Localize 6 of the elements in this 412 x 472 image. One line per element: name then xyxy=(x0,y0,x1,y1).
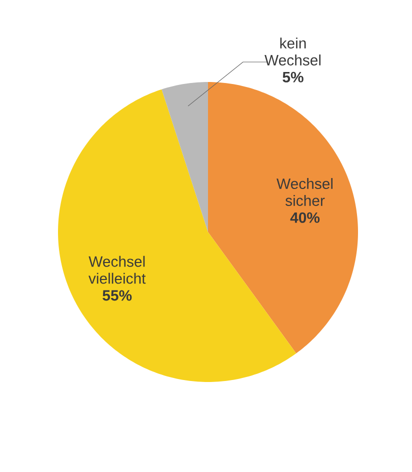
data-label: 55% xyxy=(102,290,132,301)
slice-label: kein Wechsel xyxy=(264,38,321,66)
data-label: 5% xyxy=(282,72,304,82)
slice-label: Wechsel vielleicht xyxy=(88,256,146,284)
slice-label: Wechsel sicher xyxy=(276,178,333,206)
data-label: 40% xyxy=(290,212,320,223)
